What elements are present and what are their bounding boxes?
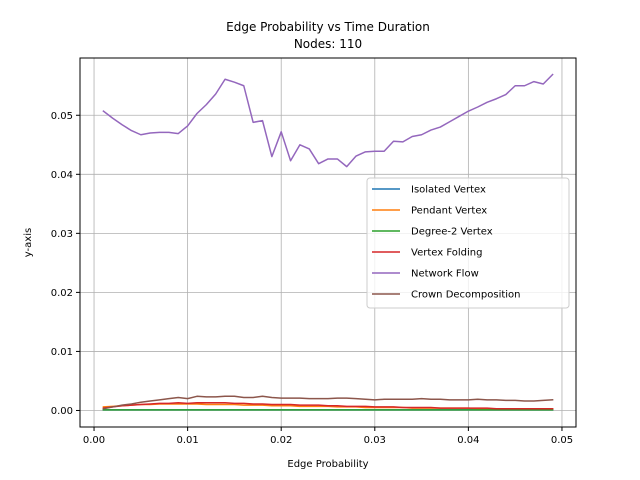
legend-box xyxy=(366,177,570,309)
x-axis-label: Edge Probability xyxy=(287,459,368,470)
legend-label: Network Flow xyxy=(411,269,479,280)
x-tick-label: 0.03 xyxy=(364,435,386,446)
y-axis: 0.00 0.01 0.02 0.03 0.04 0.05 xyxy=(51,111,80,417)
x-axis: 0.00 0.01 0.02 0.03 0.04 0.05 xyxy=(83,427,573,446)
series-line-crown-decomposition xyxy=(102,395,554,410)
x-tick-label: 0.02 xyxy=(270,435,292,446)
y-axis-label: y-axis xyxy=(23,228,34,257)
legend: Isolated Vertex Pendant Vertex Degree-2 Ve… xyxy=(366,177,570,309)
series-line-vertex-folding xyxy=(102,402,554,410)
y-tick-label: 0.02 xyxy=(51,288,73,299)
series-lines xyxy=(102,73,554,411)
x-tick-label: 0.00 xyxy=(83,435,105,446)
y-tick-label: 0.01 xyxy=(51,347,73,358)
y-tick-label: 0.05 xyxy=(51,111,73,122)
y-tick-label: 0.03 xyxy=(51,229,73,240)
legend-label: Isolated Vertex xyxy=(411,185,486,196)
y-tick-label: 0.00 xyxy=(51,406,73,417)
x-tick-label: 0.01 xyxy=(176,435,198,446)
chart-subtitle: Nodes: 110 xyxy=(294,37,362,51)
series-line-network-flow xyxy=(102,73,554,168)
legend-label: Vertex Folding xyxy=(411,248,482,259)
plot-frame xyxy=(79,57,577,428)
y-tick-label: 0.04 xyxy=(51,170,73,181)
legend-label: Pendant Vertex xyxy=(411,206,487,217)
legend-label: Degree-2 Vertex xyxy=(411,227,493,238)
chart-title: Edge Probability vs Time Duration xyxy=(226,20,430,34)
x-tick-label: 0.05 xyxy=(551,435,573,446)
x-tick-label: 0.04 xyxy=(457,435,479,446)
legend-label: Crown Decomposition xyxy=(411,290,521,301)
